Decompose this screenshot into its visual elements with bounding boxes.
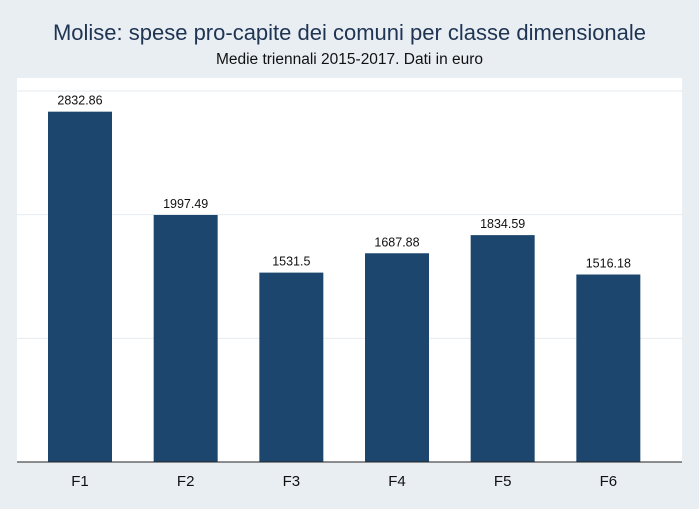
bar-f4 bbox=[365, 253, 429, 462]
value-label-f5: 1834.59 bbox=[480, 217, 525, 231]
x-tick-labels: F1 F2 F3 F4 F5 F6 bbox=[71, 473, 617, 490]
x-tick-f5: F5 bbox=[494, 473, 512, 490]
x-tick-f4: F4 bbox=[388, 473, 406, 490]
x-tick-f3: F3 bbox=[283, 473, 301, 490]
value-label-f1: 2832.86 bbox=[57, 94, 102, 108]
value-label-f4: 1687.88 bbox=[374, 235, 419, 249]
bar-f6 bbox=[576, 274, 641, 462]
chart-title: Molise: spese pro-capite dei comuni per … bbox=[52, 20, 647, 45]
chart-subtitle: Medie triennali 2015-2017. Dati in euro bbox=[215, 51, 484, 68]
bar-f1 bbox=[48, 111, 112, 462]
value-labels: 2832.86 1997.49 1531.5 1687.88 1834.59 1516.1… bbox=[57, 94, 631, 271]
plot-background bbox=[17, 78, 682, 462]
x-tick-f2: F2 bbox=[177, 473, 195, 490]
value-label-f2: 1997.49 bbox=[163, 197, 208, 211]
x-tick-f1: F1 bbox=[71, 473, 89, 490]
bars bbox=[48, 111, 641, 462]
value-label-f6: 1516.18 bbox=[586, 256, 631, 270]
gridlines bbox=[17, 90, 682, 339]
x-tick-f6: F6 bbox=[600, 473, 618, 490]
value-label-f3: 1531.5 bbox=[272, 255, 310, 269]
bar-f3 bbox=[259, 272, 324, 462]
bar-f5 bbox=[470, 235, 535, 462]
bar-f2 bbox=[153, 214, 218, 462]
